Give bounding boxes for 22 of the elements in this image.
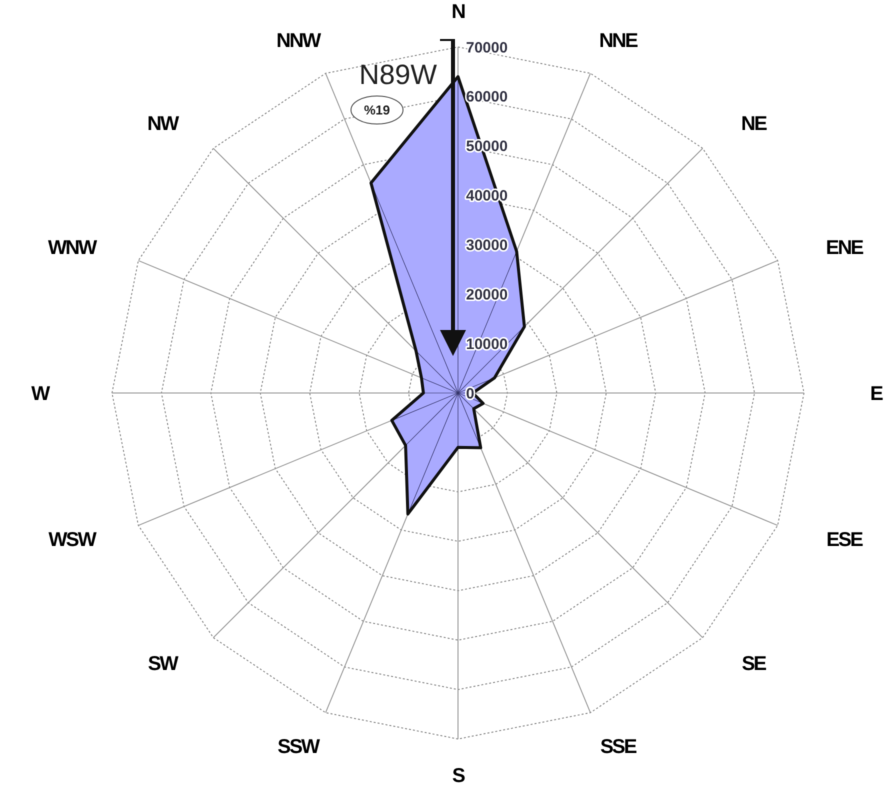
spoke-label: NW [147, 112, 180, 135]
spoke-label: NNW [276, 30, 322, 52]
spoke-label: WSW [48, 529, 97, 552]
y-tick-label: 20000 [466, 286, 508, 304]
spoke-label: ENE [826, 236, 864, 259]
spoke-label: S [452, 765, 466, 787]
y-tick-label: 60000 [466, 88, 508, 106]
spoke-label: E [870, 383, 884, 405]
spoke-label: SSE [600, 736, 637, 758]
text: %19 [364, 102, 390, 118]
spoke-label: SSW [278, 736, 320, 758]
spoke-label: WNW [48, 236, 98, 259]
spoke-label: N [452, 1, 466, 23]
spoke-label: SE [742, 653, 767, 676]
text: N89W [359, 58, 438, 90]
spoke-label: SW [148, 653, 179, 676]
spoke-label: ESE [826, 529, 864, 552]
y-tick-label: 70000 [466, 39, 508, 56]
spoke-label: W [31, 383, 50, 405]
spoke-label: NNE [599, 30, 638, 52]
y-tick-label: 30000 [466, 236, 508, 254]
spoke-label: NE [741, 112, 768, 135]
